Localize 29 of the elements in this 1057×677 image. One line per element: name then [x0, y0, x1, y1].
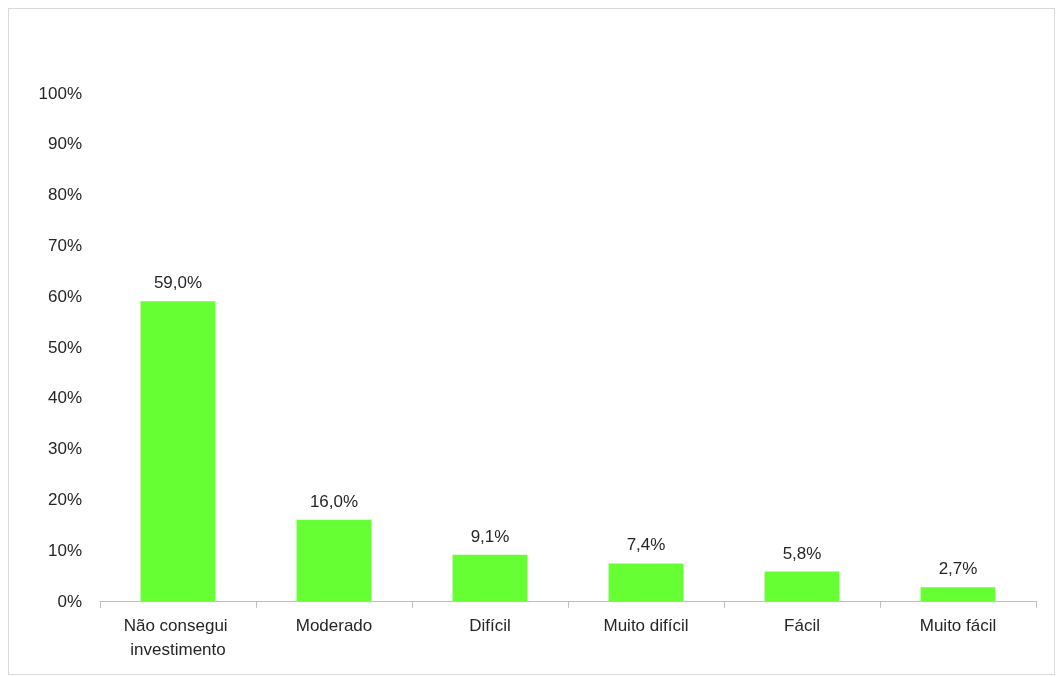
data-label: 9,1%: [470, 526, 510, 546]
bar: [608, 563, 684, 601]
x-tick-label: Não consegui investimento: [123, 615, 233, 659]
bar: [296, 519, 372, 601]
y-tick-label: 60%: [47, 286, 82, 306]
bar: [452, 554, 528, 601]
bar: [140, 301, 216, 601]
data-label: 16,0%: [309, 491, 359, 511]
y-tick-label: 10%: [47, 540, 82, 560]
y-tick-label: 30%: [47, 439, 82, 459]
y-tick-label: 0%: [57, 591, 82, 611]
y-tick-label: 50%: [47, 337, 82, 357]
y-tick-label: 40%: [47, 388, 82, 408]
x-tick-label: Difícil: [469, 615, 511, 635]
bar: [764, 571, 840, 601]
x-tick-label: Fácil: [784, 615, 820, 635]
data-label: 7,4%: [626, 535, 666, 555]
data-label: 5,8%: [782, 543, 822, 563]
bar: [920, 587, 996, 601]
x-tick-label: Muito difícil: [603, 615, 689, 635]
data-label: 2,7%: [938, 559, 978, 579]
y-tick-label: 20%: [47, 489, 82, 509]
y-tick-label: 70%: [47, 235, 82, 255]
y-tick-label: 100%: [38, 83, 82, 103]
x-tick-label: Moderado: [295, 615, 373, 635]
y-tick-label: 80%: [47, 185, 82, 205]
y-tick-label: 90%: [47, 134, 82, 154]
x-tick-label: Muito fácil: [919, 615, 997, 635]
data-label: 59,0%: [153, 273, 203, 293]
